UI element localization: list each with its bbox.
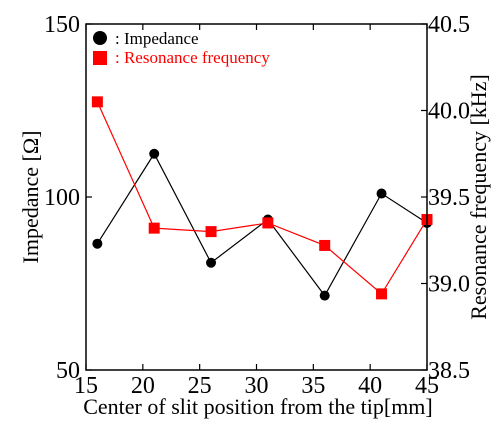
data-point-resonance-frequency — [262, 217, 274, 229]
y-tick-label-left: 50 — [56, 358, 80, 384]
plot-frame — [85, 23, 428, 371]
y-axis-label-right: Resonance frequency [kHz] — [466, 74, 491, 320]
data-point-resonance-frequency — [376, 288, 388, 300]
x-tick-label: 20 — [131, 373, 155, 399]
data-point-resonance-frequency — [319, 239, 331, 251]
data-point-resonance-frequency — [148, 222, 160, 234]
x-tick-label: 25 — [188, 373, 212, 399]
data-point-impedance — [206, 257, 217, 268]
y-tick-label-left: 150 — [44, 12, 80, 38]
data-point-impedance — [319, 290, 330, 301]
data-point-impedance — [149, 148, 160, 159]
data-point-impedance — [92, 238, 103, 249]
series-line-resonance-frequency — [96, 101, 428, 295]
data-point-resonance-frequency — [91, 96, 103, 108]
x-tick-label: 35 — [301, 373, 325, 399]
y-tick-label-right: 39.0 — [428, 272, 470, 298]
data-point-impedance — [376, 188, 387, 199]
y-axis-label-left: Impedance [Ω] — [18, 131, 43, 264]
y-tick-label-right: 39.5 — [428, 185, 470, 211]
x-axis-label: Center of slit position from the tip[mm] — [83, 394, 433, 419]
x-tick-label: 15 — [74, 373, 98, 399]
legend-label-resonance-frequency: : Resonance frequency — [115, 48, 270, 67]
series-line-impedance — [96, 152, 428, 297]
data-point-resonance-frequency — [205, 226, 217, 238]
y-tick-label-right: 38.5 — [428, 358, 470, 384]
y-tick-label-right: 40.5 — [428, 12, 470, 38]
legend: : Impedance : Resonance frequency — [93, 29, 270, 67]
x-tick-label: 45 — [415, 373, 439, 399]
y-tick-label-left: 100 — [44, 185, 80, 211]
x-tick-label: 30 — [245, 373, 269, 399]
legend-label-impedance: : Impedance — [115, 29, 199, 48]
x-tick-label: 40 — [358, 373, 382, 399]
legend-marker-resonance-frequency — [93, 51, 107, 65]
y-tick-label-right: 40.0 — [428, 99, 470, 125]
legend-marker-impedance — [93, 31, 107, 45]
